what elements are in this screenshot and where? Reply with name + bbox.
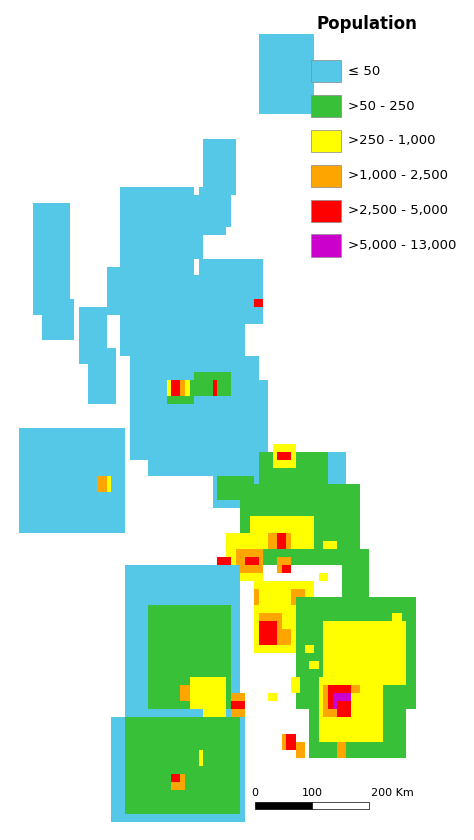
Bar (311, 165, 341, 187)
Text: >5,000 - 13,000: >5,000 - 13,000 (348, 239, 456, 252)
Text: 0: 0 (251, 788, 258, 798)
Bar (312, 802, 369, 809)
Text: 100: 100 (301, 788, 322, 798)
Text: >50 - 250: >50 - 250 (348, 100, 415, 113)
Bar (311, 129, 341, 152)
Text: Population: Population (317, 15, 418, 33)
Text: 200 Km: 200 Km (372, 788, 414, 798)
Bar (255, 802, 312, 809)
Bar (311, 60, 341, 82)
Bar (311, 200, 341, 222)
Text: >1,000 - 2,500: >1,000 - 2,500 (348, 170, 448, 182)
Bar (311, 95, 341, 118)
Bar (311, 234, 341, 257)
Text: >2,500 - 5,000: >2,500 - 5,000 (348, 204, 448, 218)
Text: >250 - 1,000: >250 - 1,000 (348, 134, 436, 148)
Text: ≤ 50: ≤ 50 (348, 65, 381, 77)
